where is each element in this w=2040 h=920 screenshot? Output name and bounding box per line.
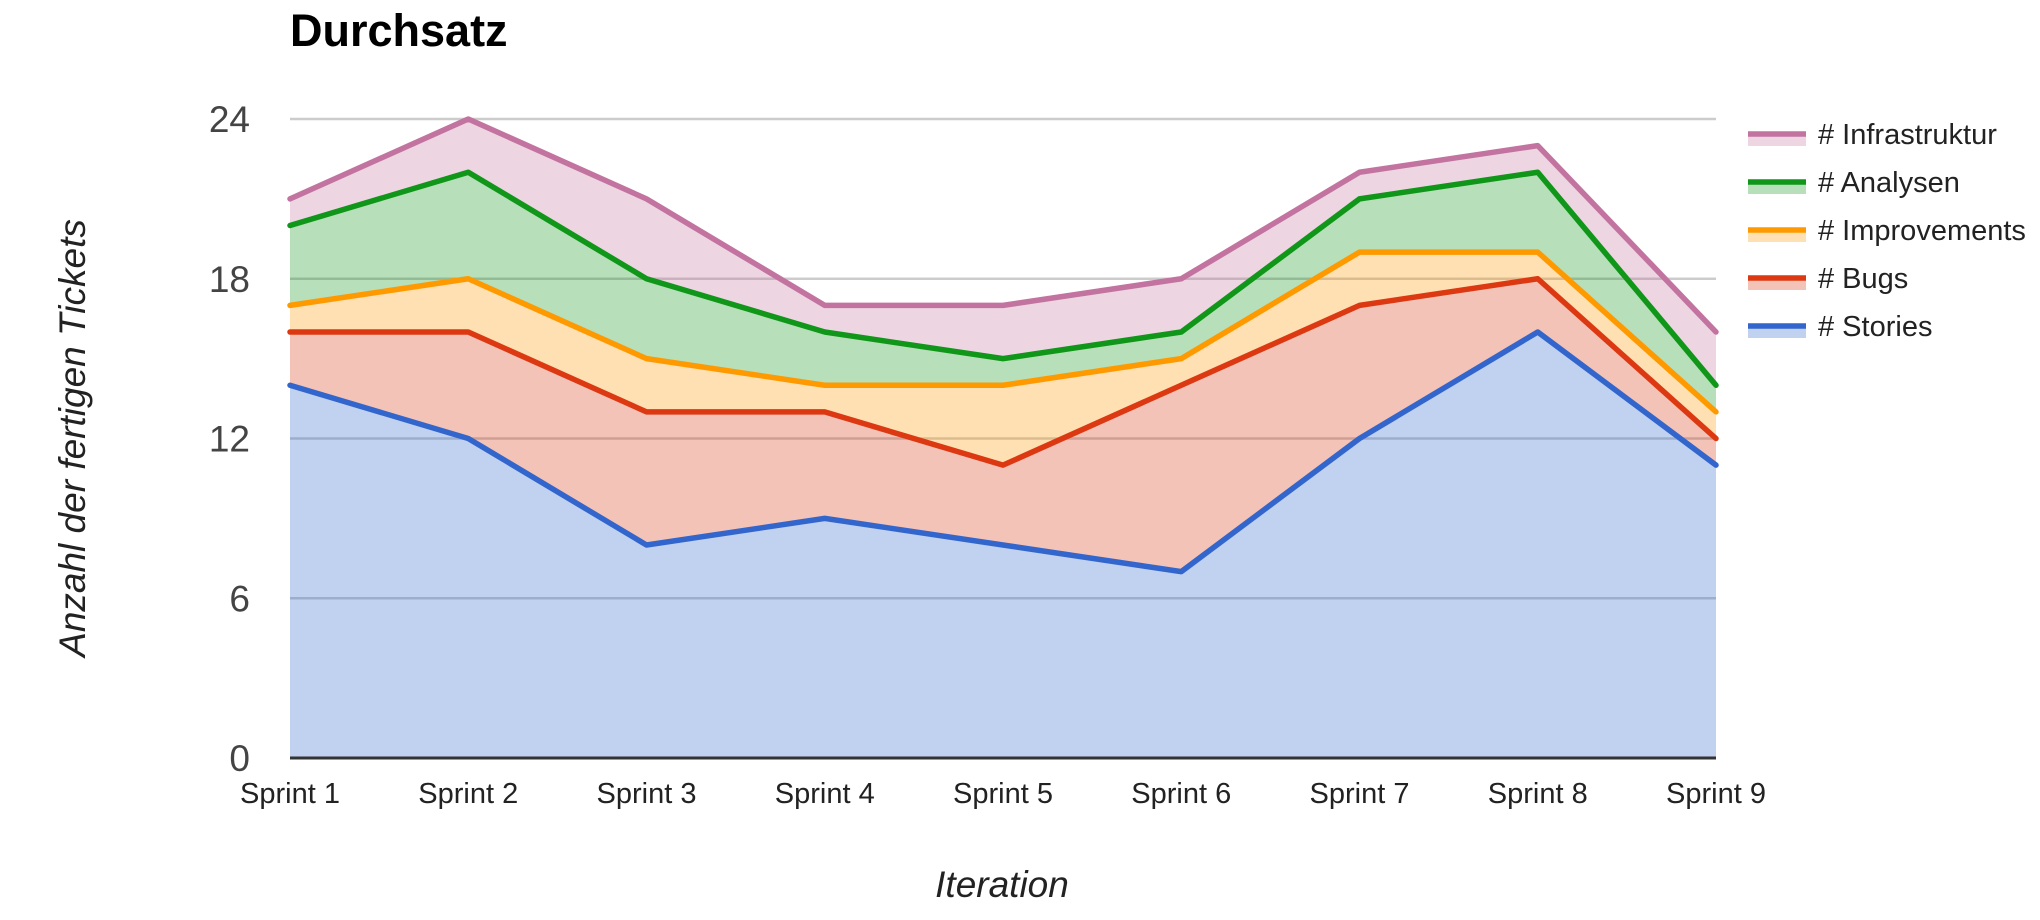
x-axis-title: Iteration (935, 864, 1069, 905)
x-tick-label: Sprint 3 (597, 778, 697, 810)
legend-swatch-fill (1748, 326, 1806, 338)
line-series-2 (287, 276, 1719, 468)
legend: # Infrastruktur # Analysen # Improvements #… (1748, 119, 2026, 343)
legend-swatch-fill (1748, 134, 1806, 146)
area-series-5 (290, 119, 1716, 386)
legend-item: # Bugs (1748, 263, 1908, 295)
line-series-3 (287, 249, 1719, 415)
gridlines (290, 117, 1716, 600)
legend-item: # Stories (1748, 311, 1932, 343)
y-axis-ticks: 0 6 12 18 24 (209, 99, 250, 779)
x-tick-label: Sprint 7 (1310, 778, 1410, 810)
area-series-4 (290, 172, 1716, 412)
legend-swatch-fill (1748, 278, 1806, 290)
x-tick-label: Sprint 5 (953, 778, 1053, 810)
legend-label: # Bugs (1818, 263, 1908, 295)
line-series-1 (287, 329, 1719, 575)
legend-label: # Analysen (1818, 167, 1960, 199)
legend-swatch-fill (1748, 182, 1806, 194)
line-series-5 (287, 116, 1719, 335)
y-tick-label: 12 (209, 419, 250, 460)
x-tick-label: Sprint 1 (240, 778, 340, 810)
series-lines (287, 116, 1719, 575)
y-tick-label: 0 (229, 738, 250, 779)
y-tick-label: 18 (209, 259, 250, 300)
area-series-2 (290, 278, 1716, 572)
legend-item: # Improvements (1748, 215, 2026, 247)
x-tick-label: Sprint 9 (1666, 778, 1766, 810)
y-tick-label: 24 (209, 99, 250, 140)
line-series-4 (287, 169, 1719, 388)
legend-label: # Stories (1818, 311, 1932, 343)
legend-swatch-fill (1748, 230, 1806, 242)
x-tick-label: Sprint 4 (775, 778, 875, 810)
legend-label: # Infrastruktur (1818, 119, 1997, 151)
x-axis-ticks: Sprint 1 Sprint 2 Sprint 3 Sprint 4 Sprint 5… (240, 778, 1766, 810)
legend-item: # Analysen (1748, 167, 1960, 199)
y-tick-label: 6 (229, 578, 250, 619)
chart-title: Durchsatz (290, 5, 508, 56)
x-tick-label: Sprint 6 (1131, 778, 1231, 810)
y-axis-title: Anzahl der fertigen Tickets (52, 219, 93, 659)
legend-item: # Infrastruktur (1748, 119, 1997, 151)
legend-label: # Improvements (1818, 215, 2026, 247)
x-tick-label: Sprint 2 (418, 778, 518, 810)
x-tick-label: Sprint 8 (1488, 778, 1588, 810)
stacked-areas (290, 119, 1716, 758)
